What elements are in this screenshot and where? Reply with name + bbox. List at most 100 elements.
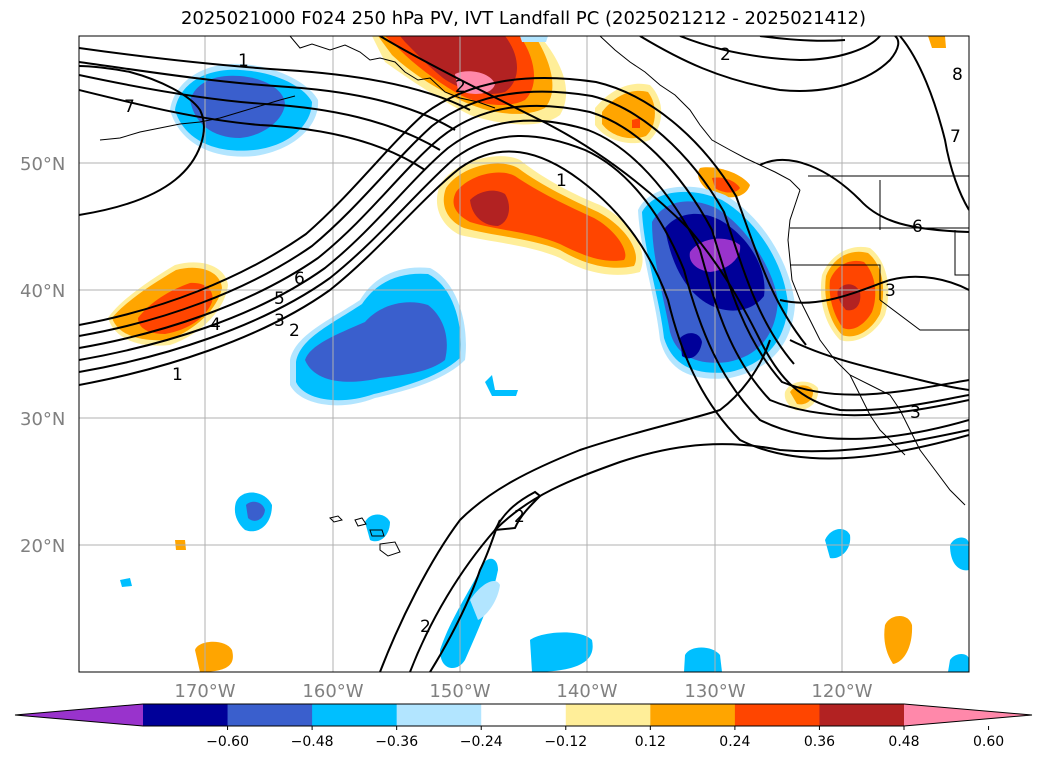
- colorbar-tick-label: 0.36: [804, 734, 835, 750]
- anomaly-blue-spot-3: [485, 375, 518, 396]
- coast-us-west: [787, 189, 966, 506]
- coast-hawaii: [329, 515, 401, 557]
- anomaly-blue-spot-6: [120, 578, 132, 587]
- lon-label-120w: 120°W: [811, 681, 872, 702]
- contour-label: 3: [910, 403, 921, 423]
- contour-label: 1: [172, 365, 183, 385]
- contour-label: 2: [720, 45, 731, 65]
- colorbar-tick-label: −0.48: [291, 734, 334, 750]
- colorbar-tick-label: 0.60: [973, 734, 1004, 750]
- contour-label: 3: [885, 281, 896, 301]
- anomaly-darkred-cal: [837, 284, 861, 311]
- contour-1: [79, 150, 969, 460]
- colorbar-segment: [143, 704, 229, 726]
- contour-label: 2: [514, 507, 525, 527]
- contour-rockies: [759, 159, 969, 233]
- lat-label-50n: 50°N: [20, 154, 65, 175]
- contour-label: 6: [294, 269, 305, 289]
- contour-rockies-3: [789, 339, 969, 391]
- lat-label-30n: 30°N: [20, 409, 65, 430]
- anomaly-blue-spot-4: [825, 528, 851, 559]
- contour-ne-1: [639, 36, 900, 92]
- colorbar-segment: [312, 704, 398, 726]
- colorbar-tick-label: 0.24: [719, 734, 750, 750]
- anomaly-lightblue-topmid: [520, 36, 548, 42]
- lat-label-20n: 20°N: [20, 536, 65, 557]
- coast-alaska: [289, 36, 496, 109]
- anomaly-royalblue-central: [305, 302, 447, 382]
- anomaly-orange-bottom-right: [884, 615, 913, 664]
- lon-label-130w: 130°W: [684, 681, 745, 702]
- border-state-2: [790, 264, 881, 300]
- colorbar-tick-label: −0.60: [206, 734, 249, 750]
- contour-labels: 1 2 3 4 5 6 7 1 2 3 6 7 8 2 2 1 3 2: [124, 45, 963, 637]
- contour-label: 8: [952, 65, 963, 85]
- contour-label: 2: [420, 617, 431, 637]
- contour-3: [79, 119, 969, 417]
- contour-6: [79, 77, 807, 346]
- pv-contours: [79, 36, 969, 672]
- colorbar-tick-label: −0.36: [375, 734, 418, 750]
- border-state-5: [954, 230, 969, 276]
- contour-2: [79, 135, 969, 440]
- contour-label: 1: [556, 171, 567, 191]
- contour-ne-2: [679, 36, 881, 62]
- map-frame: [78, 35, 970, 673]
- coast-bc: [599, 36, 801, 191]
- contour-westloop: [79, 65, 205, 216]
- contour-label: 1: [238, 51, 249, 71]
- colorbar-extend-max: [904, 704, 1032, 726]
- colorbar-segment: [227, 704, 313, 726]
- colorbar-tick-label: −0.24: [460, 734, 503, 750]
- anomaly-blue-bottom-2: [684, 647, 722, 672]
- contour-subtrop-2: [493, 490, 542, 532]
- colorbar-outline: [14, 703, 1033, 727]
- lon-label-150w: 150°W: [429, 681, 490, 702]
- colorbar: −0.60 −0.48 −0.36 −0.24 −0.12 0.12 0.24 0.36 0.4…: [14, 703, 1033, 750]
- colorbar-segment: [819, 704, 905, 726]
- contour-label: 6: [912, 217, 923, 237]
- contour-label: 2: [289, 321, 300, 341]
- anomaly-red-dot-bc: [632, 118, 640, 128]
- contour-rockies-2: [779, 275, 969, 304]
- contour-label: 3: [274, 311, 285, 331]
- contour-7d: [79, 47, 471, 111]
- colorbar-segment: [396, 704, 482, 726]
- contour-label: 2: [455, 77, 466, 97]
- contour-ne-4: [899, 36, 969, 211]
- map-content: 1 2 3 4 5 6 7 1 2 3 6 7 8 2 2 1 3 2: [79, 36, 969, 672]
- latitude-labels: 50°N 40°N 30°N 20°N: [20, 154, 65, 557]
- lon-label-170w: 170°W: [174, 681, 235, 702]
- contour-gulf: [379, 36, 969, 412]
- contour-south-2: [409, 429, 969, 672]
- contour-label: 7: [950, 127, 961, 147]
- anomaly-pink-gulf: [455, 71, 495, 94]
- anomaly-navy-trough-2: [680, 333, 702, 359]
- anomaly-yellow-topright: [928, 36, 946, 48]
- anomaly-blue-spot-5: [950, 537, 969, 571]
- anomaly-orange-bottom-left: [195, 641, 233, 672]
- lon-label-140w: 140°W: [556, 681, 617, 702]
- colorbar-segment: [734, 704, 820, 726]
- coast-baja: [849, 374, 906, 456]
- lat-label-40n: 40°N: [20, 281, 65, 302]
- anomaly-darkred-band: [470, 190, 510, 226]
- anomaly-blue-bottom-3: [948, 654, 969, 672]
- colorbar-extend-min: [15, 704, 143, 726]
- colorbar-tick-label: 0.48: [888, 734, 919, 750]
- contour-label: 7: [124, 97, 135, 117]
- contour-7c: [79, 61, 456, 131]
- colorbar-segment: [481, 704, 567, 726]
- colorbar-tick-label: 0.12: [635, 734, 666, 750]
- colorbar-segment: [650, 704, 736, 726]
- anomaly-redorange-westpac: [138, 282, 213, 334]
- map-title: 2025021000 F024 250 hPa PV, IVT Landfall…: [180, 8, 867, 29]
- contour-label: 5: [274, 289, 285, 309]
- anomaly-red-vancouver: [712, 177, 740, 193]
- contour-4: [79, 104, 969, 396]
- lon-label-160w: 160°W: [302, 681, 363, 702]
- anomaly-blue-bottom-1: [530, 632, 593, 672]
- contour-ne-3: [759, 36, 846, 42]
- anomaly-orange-bc-inner: [602, 90, 655, 139]
